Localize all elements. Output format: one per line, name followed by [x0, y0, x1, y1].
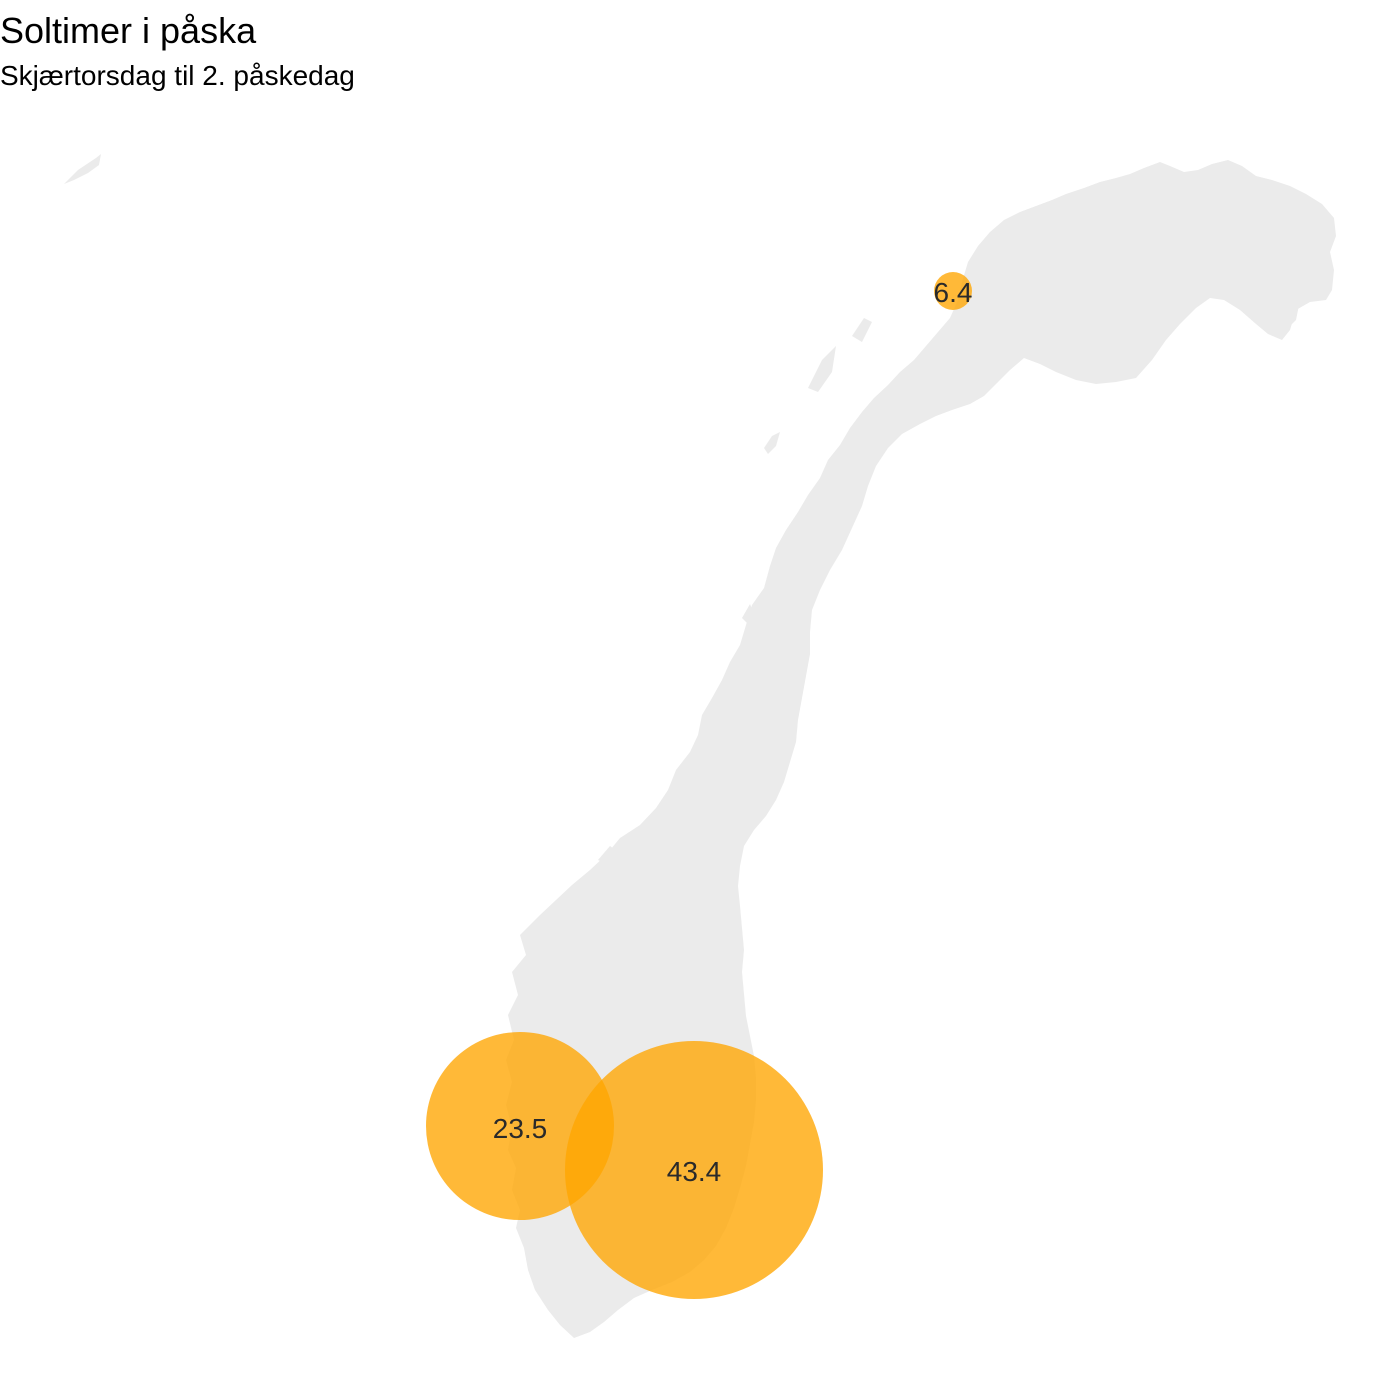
bubble-tromso [934, 272, 972, 310]
island-shape [1270, 300, 1300, 336]
chart-title: Soltimer i påska [0, 10, 257, 51]
bubble-label-tromso: 6.4 [934, 277, 973, 308]
island-shape [742, 604, 754, 624]
island-shape [852, 318, 872, 342]
island-shape [764, 432, 780, 454]
bubble-oslo [565, 1041, 823, 1299]
island-shape [808, 346, 836, 392]
island-shape [598, 846, 618, 864]
chart-subtitle: Skjærtorsdag til 2. påskedag [0, 60, 355, 91]
bubble-label-bergen: 23.5 [493, 1113, 548, 1144]
bubble-label-oslo: 43.4 [667, 1156, 722, 1187]
bubble-layer: 6.4 23.5 43.4 [426, 272, 972, 1299]
island-shape [64, 154, 101, 184]
